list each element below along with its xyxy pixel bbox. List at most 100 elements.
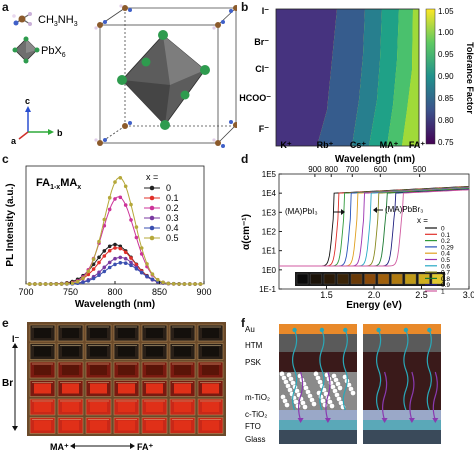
film-swatch-8	[404, 273, 417, 285]
pl-marker-1	[123, 250, 128, 255]
film-sample-inner	[90, 346, 107, 357]
x-cat-1: Rb⁺	[317, 140, 334, 150]
legend-d-label-10: 1	[441, 289, 445, 296]
film-sample-inner	[34, 383, 51, 394]
film-sample-inner	[34, 365, 51, 375]
legend-d-label-9: 0.9	[441, 282, 450, 289]
hole-dot	[319, 327, 325, 333]
hole-dot	[427, 327, 432, 333]
film-sample-inner	[118, 328, 135, 338]
film-sample-inner	[174, 328, 191, 338]
d-ytick-label-3: 1E2	[262, 228, 277, 237]
legend-c-label-4: 0.4	[166, 223, 179, 233]
d-toptick-label-3: 600	[374, 165, 388, 174]
film-sample-inner	[174, 402, 191, 412]
charge-path-electron	[409, 371, 415, 421]
pl-marker-2	[139, 252, 144, 256]
legend-c-label-0: 0	[166, 183, 171, 193]
legend-c-marker-1	[149, 195, 155, 201]
c-xtick-label-0: 700	[18, 287, 33, 297]
film-swatch-3	[337, 273, 349, 285]
d-ytick-label-0: 1E5	[262, 170, 277, 179]
tio2-particle	[284, 402, 290, 408]
cbar-tick-0: 1.05	[438, 7, 454, 16]
legend-d-label-0: 0	[441, 226, 445, 233]
pl-marker-1	[102, 254, 107, 258]
pl-marker-5	[59, 282, 64, 286]
legend-c-label-1: 0.1	[166, 193, 179, 203]
d-toptick-label-4: 500	[413, 165, 427, 174]
corner-molecules	[94, 4, 237, 148]
annotation-arrowhead-mapbbr3	[373, 207, 377, 213]
panel-label-f: f	[241, 316, 245, 330]
layer-label-psk: PSK	[245, 358, 262, 367]
panel-d-absorption-chart: Wavelength (nm) 900 800 700 600 500 1E51E41E…	[241, 154, 474, 310]
film-sample-inner	[90, 328, 107, 338]
x-cat-0: K⁺	[280, 140, 291, 150]
pl-marker-4	[129, 263, 133, 268]
pl-marker-1	[91, 267, 96, 271]
film-sample-inner	[202, 365, 219, 375]
film-sample-inner	[174, 420, 191, 431]
layer-psk	[363, 352, 441, 372]
pl-marker-4	[91, 276, 96, 281]
film-sample-inner	[62, 365, 79, 375]
legend-d-label-7: 0.7	[441, 270, 450, 277]
axis-b-label: b	[57, 128, 63, 138]
hole-dot	[343, 327, 348, 333]
annotation-arrowhead-mapbi3	[341, 209, 345, 215]
pl-marker-2	[123, 203, 128, 207]
d-xtick-label-2: 2.5	[415, 290, 428, 300]
legend-c-marker-2	[149, 205, 155, 211]
cbar-tick-1: 1.00	[438, 28, 454, 37]
x-cat-2: Cs⁺	[350, 140, 367, 150]
film-sample-inner	[62, 383, 79, 394]
panel-label-a: a	[2, 0, 9, 14]
pl-marker-0	[97, 255, 101, 260]
film-sample-inner	[118, 383, 135, 394]
d-toptick-label-0: 900	[308, 165, 322, 174]
pl-marker-4	[118, 261, 123, 265]
film-sample-inner	[62, 420, 79, 431]
chart-c-xlabel: Wavelength (nm)	[75, 299, 155, 310]
film-swatch-6	[377, 273, 390, 285]
pl-marker-5	[97, 239, 101, 244]
methylammonium-molecule-icon	[12, 12, 32, 26]
d-toptick-label-2: 700	[346, 165, 360, 174]
film-sample-inner	[174, 383, 191, 394]
d-ytick-label-2: 1E3	[262, 208, 277, 217]
y-cat-1: Br⁻	[254, 37, 269, 47]
layer-label-htm: HTM	[245, 341, 263, 350]
film-sample-inner	[118, 346, 135, 357]
film-sample-inner	[146, 346, 163, 357]
pl-marker-3	[102, 265, 107, 270]
d-xtick-label-0: 1.5	[320, 290, 333, 300]
chart-d-ylabel: α(cm⁻¹)	[241, 214, 252, 250]
pl-marker-4	[139, 270, 144, 275]
pl-marker-5	[182, 282, 187, 286]
legend-d-title: x =	[417, 216, 428, 225]
tio2-particle	[337, 385, 343, 391]
chart-d-xlabel: Energy (eV)	[346, 300, 402, 310]
film-sample-inner	[90, 365, 107, 375]
pl-marker-5	[161, 280, 165, 285]
pl-marker-2	[113, 197, 117, 201]
pl-marker-0	[91, 262, 96, 267]
pl-marker-4	[81, 280, 85, 285]
pl-marker-4	[134, 267, 139, 271]
pl-marker-4	[86, 279, 91, 283]
pl-marker-3	[118, 255, 123, 260]
layer-htm	[363, 334, 441, 352]
layer-label-glass: Glass	[245, 435, 265, 444]
pl-marker-1	[118, 246, 123, 251]
d-xtick-label-3: 3.0	[463, 290, 474, 300]
colorbar-label: Tolerance Factor	[465, 42, 474, 114]
pl-marker-1	[129, 256, 133, 260]
film-sample-inner	[118, 365, 135, 375]
layer-au	[363, 324, 441, 334]
legend-pbx6-label: PbX6	[41, 45, 66, 59]
tio2-particle	[350, 390, 356, 396]
cbar-tick-4: 0.85	[438, 94, 454, 103]
charge-path-hole	[342, 329, 348, 411]
pl-marker-5	[38, 282, 42, 286]
